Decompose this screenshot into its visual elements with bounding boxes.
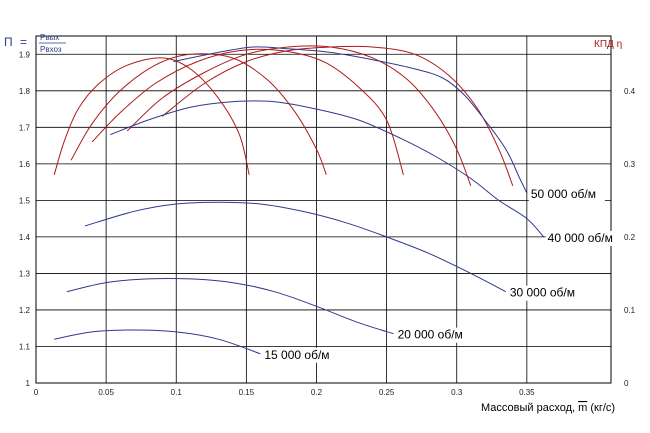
- grid: 0 0.05 0.1 0.15 0.2 0.25 0.3 0.35 1 1.1 1.2 1.3 1.4 1…: [19, 35, 636, 397]
- y-axis-denominator: Pвхоз: [40, 45, 62, 54]
- y-tick-label: 1.6: [19, 160, 31, 169]
- speed-label-bg: [507, 285, 584, 301]
- y2-tick-label: 0: [624, 379, 629, 388]
- y-axis-symbol: П: [4, 35, 13, 49]
- series-layer: 15 000 об/м 20 000 об/м 30 000 об/м 40 000 …: [53, 45, 622, 363]
- speed-label: 30 000 об/м: [510, 286, 575, 300]
- pressure-ratio-curve: [54, 329, 261, 355]
- speed-label-bg: [545, 230, 622, 246]
- speed-label: 15 000 об/м: [264, 348, 329, 362]
- y2-tick-label: 0.3: [624, 160, 636, 169]
- x-tick-label: 0.25: [379, 388, 395, 397]
- x-axis-label: Массовый расход, m (кг/с): [481, 402, 615, 414]
- y-tick-label: 1.3: [19, 269, 31, 278]
- y2-tick-label: 0.1: [624, 306, 636, 315]
- x-tick-label: 0: [34, 388, 39, 397]
- y-tick-label: 1: [26, 379, 31, 388]
- y-axis-numerator: Pвых: [40, 33, 59, 42]
- efficiency-curve: [70, 53, 327, 175]
- y-axis-equals: =: [20, 35, 27, 49]
- pressure-ratio-curve: [66, 277, 394, 335]
- x-tick-label: 0.15: [239, 388, 255, 397]
- y2-tick-label: 0.4: [624, 87, 636, 96]
- pressure-ratio-curve: [173, 46, 528, 194]
- x-axis-label-unit: (кг/с): [590, 402, 615, 414]
- speed-label-bg: [395, 327, 472, 343]
- x-axis-label-prefix: Массовый расход,: [481, 402, 578, 414]
- pressure-ratio-curve: [110, 100, 545, 238]
- x-axis-label-var: m: [578, 402, 587, 414]
- y-tick-label: 1.2: [19, 306, 31, 315]
- efficiency-curve: [126, 45, 472, 186]
- y-tick-label: 1.7: [19, 123, 31, 132]
- y2-axis-label: КПД η: [594, 39, 622, 50]
- speed-label-bg: [528, 187, 605, 203]
- speed-label: 40 000 об/м: [548, 231, 613, 245]
- x-tick-label: 0.35: [519, 388, 535, 397]
- y-tick-label: 1.9: [19, 50, 31, 59]
- x-tick-label: 0.1: [171, 388, 183, 397]
- y-axis-label: П = Pвых Pвхоз: [4, 33, 66, 54]
- speed-label: 20 000 об/м: [398, 328, 463, 342]
- y2-tick-label: 0.2: [624, 233, 636, 242]
- y-tick-label: 1.1: [19, 342, 31, 351]
- y-tick-label: 1.4: [19, 233, 31, 242]
- efficiency-curve: [91, 48, 404, 175]
- y-tick-label: 1.8: [19, 87, 31, 96]
- pressure-ratio-curve: [84, 201, 507, 293]
- speed-label-bg: [262, 347, 339, 363]
- speed-label: 50 000 об/м: [531, 187, 596, 201]
- x-tick-label: 0.2: [311, 388, 323, 397]
- efficiency-curve: [53, 57, 250, 175]
- x-tick-label: 0.3: [451, 388, 463, 397]
- x-tick-label: 0.05: [98, 388, 114, 397]
- plot-frame: [35, 35, 612, 384]
- y-tick-label: 1.5: [19, 196, 31, 205]
